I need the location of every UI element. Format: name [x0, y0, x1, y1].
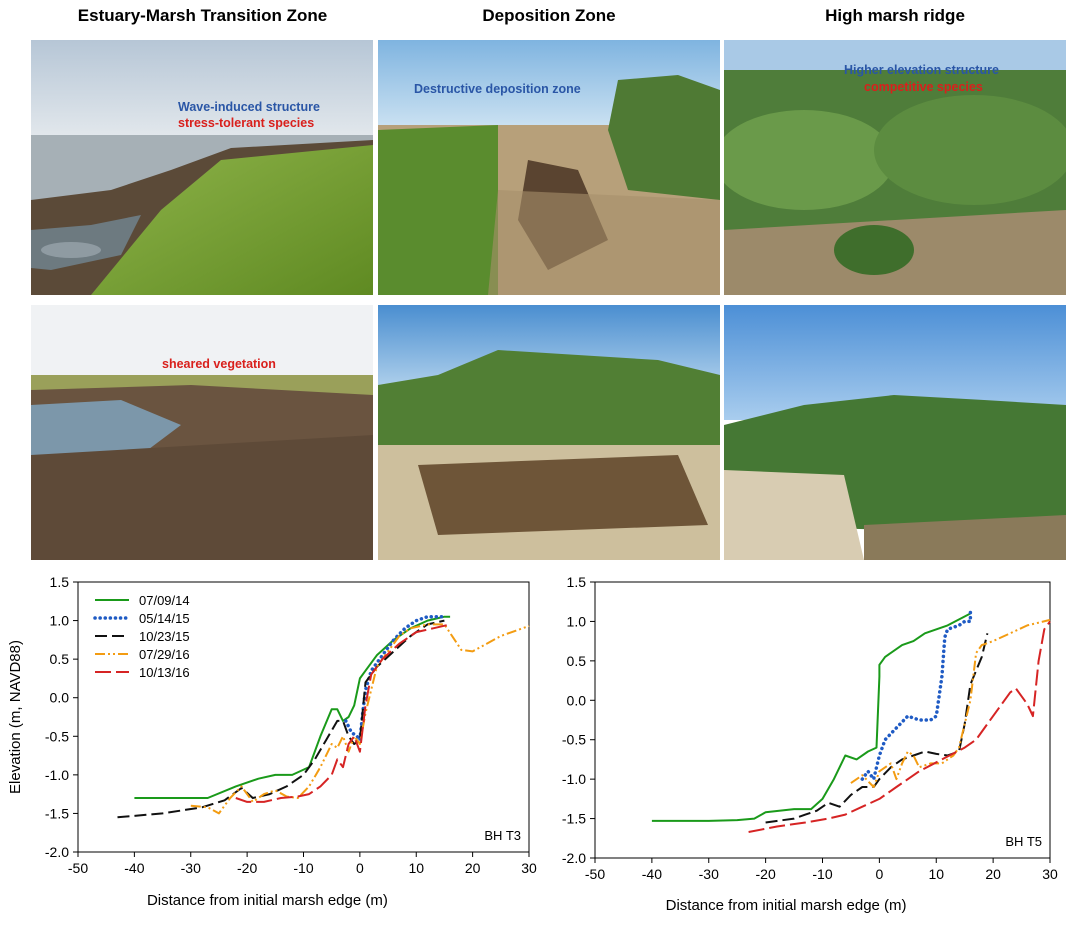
y-tick-label: 0.0 [567, 692, 587, 708]
caption-competitive-species: competitive species [864, 80, 983, 94]
chart-bh-t5-svg: -50 -40 -30 -20 -10 0 10 20 30 -2.0 -1.5 -1.0 -0.5 0.… [562, 574, 1058, 914]
x-tick-label: 20 [465, 860, 481, 876]
caption-stress-tolerant: stress-tolerant species [178, 116, 315, 130]
legend-label: 10/13/16 [139, 665, 190, 680]
y-tick-label: 1.0 [50, 613, 70, 629]
x-tick-label: -20 [756, 866, 776, 882]
legend-label: 07/09/14 [139, 593, 190, 608]
y-tick-label: 1.5 [50, 574, 70, 590]
photo-sheared [31, 305, 373, 560]
x-tick-label: 30 [1042, 866, 1058, 882]
y-tick-label: -0.5 [45, 728, 69, 744]
caption-wave-induced: Wave-induced structure [178, 100, 320, 114]
y-axis-label: Elevation (m, NAVD88) [7, 640, 24, 794]
y-tick-label: -0.5 [562, 732, 586, 748]
y-tick-label: 1.5 [567, 574, 587, 590]
y-tick-label: 0.5 [567, 653, 587, 669]
x-axis-label: Distance from initial marsh edge (m) [147, 892, 388, 909]
y-tick-label: -2.0 [45, 844, 69, 860]
chart-bh-t3: -50 -40 -30 -20 -10 0 10 20 30 -2.0 -1.5 -1.0 -0.5 0.… [0, 570, 540, 926]
caption-higher-elevation: Higher elevation structure [844, 63, 999, 77]
x-tick-label: 0 [875, 866, 883, 882]
column-title-ridge: High marsh ridge [825, 6, 965, 25]
x-tick-label: -50 [585, 866, 605, 882]
x-tick-label: 10 [928, 866, 944, 882]
y-tick-label: 0.5 [50, 651, 70, 667]
y-tick-label: -1.5 [45, 805, 69, 821]
x-tick-label: 10 [408, 860, 424, 876]
series-line-07-09-14 [651, 612, 971, 822]
series-line-05-14-15 [860, 607, 973, 781]
y-tick-label: -1.5 [562, 811, 586, 827]
y-tick-label: -1.0 [45, 767, 69, 783]
plot-frame [594, 581, 1051, 859]
legend-label: 07/29/16 [139, 647, 190, 662]
series-line-05-14-15 [344, 614, 447, 742]
x-tick-label: -50 [68, 860, 88, 876]
series-line-07-29-16 [190, 623, 530, 815]
x-tick-label: -30 [181, 860, 201, 876]
photo-marsh-edge [31, 40, 373, 295]
chart-bh-t5: -50 -40 -30 -20 -10 0 10 20 30 -2.0 -1.5 -1.0 -0.5 0.… [540, 570, 1073, 926]
x-tick-label: -20 [237, 860, 257, 876]
y-tick-label: -2.0 [562, 850, 586, 866]
panel-label: BH T5 [1005, 834, 1042, 849]
legend-label: 10/23/15 [139, 629, 190, 644]
x-tick-label: 30 [521, 860, 537, 876]
x-tick-label: 0 [356, 860, 364, 876]
series-line-07-09-14 [134, 615, 451, 799]
series-line-10-13-16 [235, 623, 451, 803]
photo-deposition-2 [378, 305, 720, 560]
x-tick-label: -30 [699, 866, 719, 882]
caption-destructive-deposition: Destructive deposition zone [414, 82, 581, 96]
x-tick-label: 20 [985, 866, 1001, 882]
x-tick-label: -40 [124, 860, 144, 876]
column-title-transition: Estuary-Marsh Transition Zone [77, 6, 328, 25]
legend-label: 05/14/15 [139, 611, 190, 626]
series-line-10-13-16 [748, 620, 1051, 833]
caption-sheared-vegetation: sheared vegetation [162, 357, 276, 371]
y-tick-label: 0.0 [50, 690, 70, 706]
x-axis-label: Distance from initial marsh edge (m) [666, 897, 907, 914]
y-tick-label: 1.0 [567, 613, 587, 629]
photo-ridge-2 [724, 305, 1066, 560]
x-tick-label: -10 [293, 860, 313, 876]
panel-label: BH T3 [484, 828, 521, 843]
photo-ridge-1 [724, 40, 1066, 295]
y-tick-label: -1.0 [562, 771, 586, 787]
x-tick-label: -40 [642, 866, 662, 882]
photo-deposition-1 [378, 40, 720, 295]
series-line-07-29-16 [850, 618, 1051, 788]
chart-bh-t3-svg: -50 -40 -30 -20 -10 0 10 20 30 -2.0 -1.5 -1.0 -0.5 0.… [7, 574, 537, 909]
column-title-deposition: Deposition Zone [482, 6, 616, 25]
x-tick-label: -10 [812, 866, 832, 882]
